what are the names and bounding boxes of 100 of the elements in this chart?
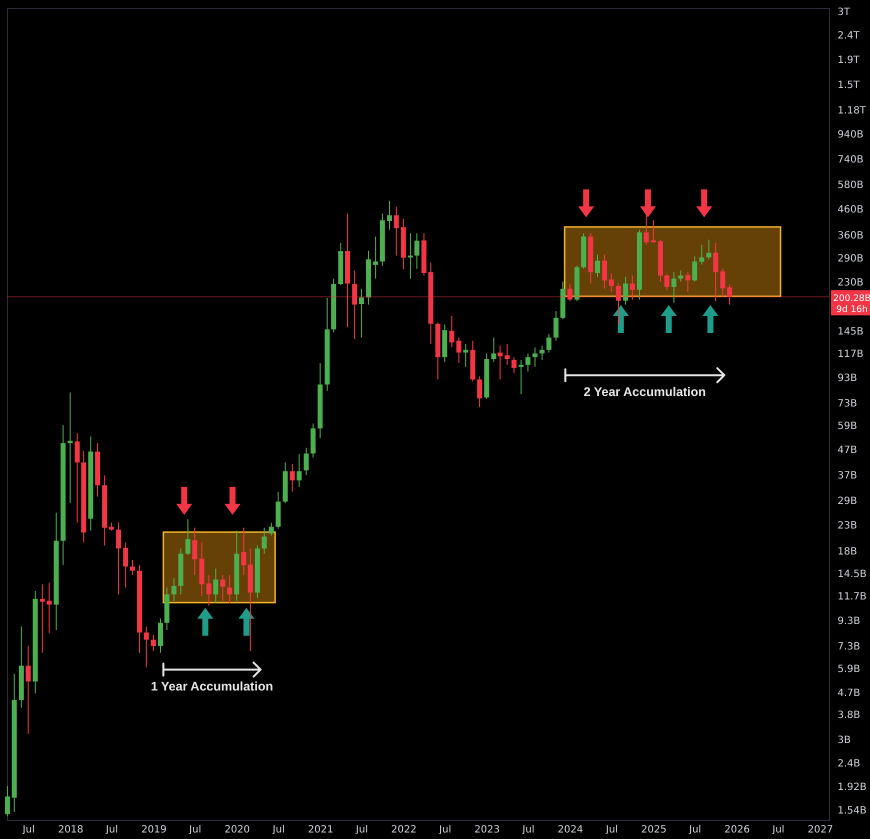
y-tick-label: 9.3B (838, 616, 860, 627)
y-tick-label: 145B (838, 326, 864, 338)
annotation: 1 Year Accumulation (150, 680, 274, 694)
y-tick-label: 3T (838, 6, 851, 18)
y-tick-label: 11.7B (838, 592, 867, 603)
y-tick-label: 1.92B (838, 782, 867, 794)
x-tick-label: 2018 (58, 824, 84, 836)
candlestick (498, 345, 503, 380)
y-tick-label: 117B (838, 348, 864, 360)
y-tick-label: 580B (838, 180, 864, 192)
candlestick (227, 574, 232, 604)
candlestick (644, 213, 649, 246)
candlestick (727, 284, 732, 306)
candlestick (616, 283, 621, 325)
candlestick (26, 645, 31, 734)
candlestick (414, 232, 420, 270)
candlestick (553, 310, 558, 342)
y-tick-label: 3B (838, 735, 851, 746)
candlestick (692, 256, 698, 282)
candlestick (158, 618, 163, 654)
y-tick-label: 460B (838, 204, 864, 216)
candlestick (4, 786, 10, 817)
candlestick (290, 463, 295, 492)
candlestick (304, 447, 309, 476)
candlestick (373, 236, 378, 280)
y-tick-label: 2.4T (838, 30, 860, 42)
candlestick (491, 337, 496, 362)
candlestick (630, 275, 635, 300)
candlestick (595, 254, 600, 278)
candlestick (706, 239, 712, 260)
y-tick-label: 5.9B (838, 664, 860, 675)
candlestick (116, 522, 122, 595)
x-tick-label: 2025 (641, 824, 667, 836)
y-tick-label: 1.9T (838, 55, 860, 66)
x-tick-label: 2023 (474, 824, 500, 836)
candlestick (713, 242, 718, 302)
y-tick-label: 1.5T (838, 80, 860, 92)
y-tick-label: 37B (838, 470, 858, 482)
y-tick-label: 940B (838, 129, 864, 140)
candlestick (567, 284, 572, 302)
candlestick (623, 276, 628, 306)
candlestick (671, 272, 676, 304)
candlestick (171, 578, 176, 602)
candlestick (130, 559, 135, 576)
candlestick (220, 574, 226, 602)
x-tick-label: 2027 (808, 824, 834, 836)
candlestick (144, 626, 149, 668)
candlestick (532, 346, 538, 368)
candlestick (394, 206, 399, 256)
candlestick (699, 244, 704, 266)
candlestick (206, 574, 212, 606)
candlestick (525, 352, 530, 372)
y-tick-label: 47B (838, 445, 858, 456)
y-tick-label: 14.5B (838, 569, 867, 580)
candlestick (546, 333, 552, 354)
y-tick-label: 1.54B (838, 805, 867, 816)
ref-line-label: 200.28B 9d 16h (833, 294, 870, 315)
x-tick-label: 2024 (558, 824, 584, 836)
candlestick (608, 273, 614, 292)
candlestick (456, 337, 462, 364)
y-tick-label: 2.4B (838, 758, 860, 770)
candlestick (262, 527, 267, 554)
y-tick-label: 73B (838, 398, 858, 410)
candlestick (352, 270, 358, 340)
y-tick-label: 4.7B (838, 688, 860, 699)
candlestick (477, 376, 482, 408)
candlestick (386, 200, 392, 230)
candlestick (720, 268, 726, 297)
x-tick-label: 2021 (308, 824, 334, 836)
candlestick (678, 270, 684, 282)
y-tick-label: 29B (838, 496, 858, 507)
candlestick (518, 359, 524, 395)
y-tick-label: 290B (838, 253, 864, 264)
candlestick (74, 432, 80, 524)
candlestick (512, 356, 517, 374)
candlestick (449, 315, 454, 348)
x-tick-label: 2019 (141, 824, 167, 836)
y-tick-label: 740B (838, 154, 864, 166)
candlestick (150, 634, 156, 652)
candlestick (664, 273, 670, 290)
candlestick (268, 522, 274, 536)
candlestick (213, 568, 218, 604)
candlestick (296, 454, 302, 488)
x-tick-label: 2026 (724, 824, 750, 836)
candlestick (123, 542, 128, 588)
candlestick (408, 232, 413, 280)
y-tick-label: 3.8B (838, 710, 860, 722)
candlestick (463, 343, 468, 368)
candlestick (540, 345, 545, 360)
y-tick-label: 59B (838, 421, 858, 432)
y-tick-label: 230B (838, 278, 864, 289)
x-tick-label: 2022 (391, 824, 417, 836)
y-tick-label: 93B (838, 373, 858, 384)
candlestick (602, 254, 608, 290)
annotation: 2 Year Accumulation (584, 385, 706, 400)
candlestick (192, 527, 198, 576)
candlestick (685, 272, 690, 292)
x-tick-label: 2020 (224, 824, 250, 836)
y-tick-label: 7.3B (838, 641, 860, 652)
candlestick (358, 288, 364, 338)
